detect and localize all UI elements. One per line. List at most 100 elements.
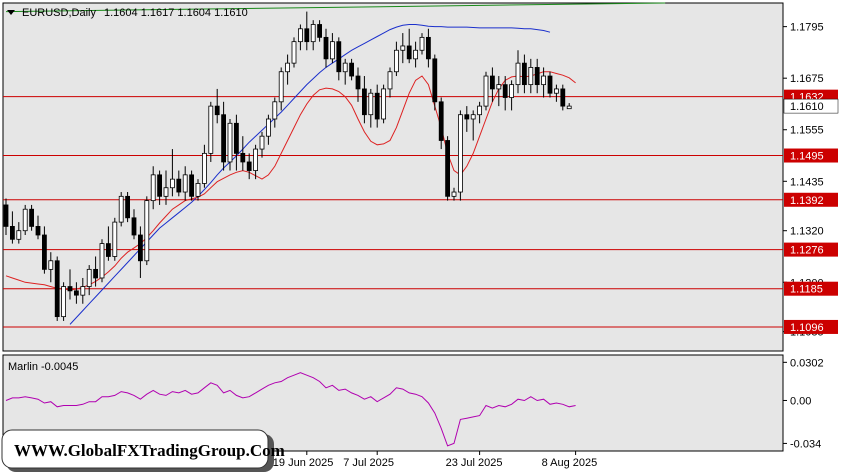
candle-72 — [464, 106, 470, 132]
symbol-menu-triangle-icon[interactable] — [7, 10, 15, 15]
candle-body — [61, 286, 66, 318]
candle-body — [29, 208, 35, 227]
candle-49 — [317, 20, 323, 42]
candle-body — [42, 234, 47, 270]
candle-21 — [137, 226, 143, 278]
candle-86 — [554, 84, 559, 102]
candle-61 — [393, 41, 399, 77]
candle-body — [336, 41, 342, 73]
candle-48 — [310, 20, 316, 51]
candle-88 — [566, 103, 572, 110]
candle-body — [208, 105, 214, 154]
candle-3 — [22, 204, 28, 235]
oscillator-label: Marlin -0.0045 — [8, 361, 78, 373]
candle-37 — [240, 136, 246, 171]
candle-52 — [336, 37, 342, 81]
oscillator-tick-label: 0.0302 — [790, 357, 824, 369]
time-tick-label: 23 Jul 2025 — [446, 457, 503, 469]
candle-28 — [182, 166, 188, 201]
candle-body — [67, 286, 73, 292]
candle-66 — [425, 28, 431, 68]
candle-74 — [477, 101, 483, 124]
candle-body — [368, 92, 374, 116]
candle-39 — [253, 144, 259, 180]
candle-body — [560, 88, 566, 107]
oscillator-axis: 0.0302 0.00 -0.034 — [783, 357, 824, 450]
candle-body — [189, 174, 195, 197]
candle-80 — [515, 50, 521, 94]
candle-body — [99, 243, 105, 279]
candle-body — [438, 101, 444, 141]
candle-68 — [438, 97, 444, 150]
marlin-oscillator-line — [5, 372, 576, 447]
candle-body — [349, 62, 355, 77]
candle-14 — [93, 256, 98, 287]
candle-body — [48, 260, 54, 270]
candle-58 — [374, 84, 380, 128]
candle-8 — [54, 256, 60, 321]
candle-71 — [457, 110, 463, 201]
candle-18 — [118, 192, 124, 227]
current-price-tag-label: 1.1610 — [790, 101, 824, 113]
candle-body — [246, 161, 252, 171]
candle-body — [278, 71, 284, 103]
candle-23 — [150, 166, 156, 210]
watermark-box — [1, 429, 269, 469]
candle-4 — [29, 204, 35, 231]
candle-32 — [208, 101, 214, 162]
candle-body — [9, 226, 15, 240]
level-tag-box — [784, 281, 838, 296]
candle-body — [80, 286, 86, 296]
candle-body — [554, 88, 559, 94]
level-tag-label: 1.1495 — [790, 151, 824, 163]
candle-77 — [496, 76, 502, 107]
candle-12 — [80, 277, 86, 304]
slow-moving-average-line — [69, 24, 551, 325]
candle-body — [125, 195, 130, 219]
candle-body — [541, 75, 546, 86]
candle-body — [118, 195, 124, 223]
candle-1 — [9, 211, 15, 244]
candle-69 — [445, 136, 451, 201]
candle-16 — [106, 226, 111, 261]
candle-50 — [323, 28, 329, 68]
candle-27 — [176, 170, 182, 197]
level-tag-box — [784, 192, 838, 207]
candle-body — [157, 174, 163, 197]
time-axis: 19 Jun 2025 7 Jul 2025 23 Jul 2025 8 Aug 20… — [273, 451, 597, 469]
candle-73 — [470, 110, 476, 141]
candle-46 — [297, 24, 303, 51]
candle-body — [163, 187, 169, 197]
candle-body — [176, 178, 182, 193]
candle-44 — [285, 54, 291, 85]
level-tag-box — [784, 242, 838, 257]
price-tick-label: 1.1795 — [790, 22, 824, 34]
candle-87 — [560, 84, 566, 111]
candle-body — [137, 234, 143, 262]
candle-body — [304, 28, 310, 43]
level-tag-box — [784, 148, 838, 163]
candle-35 — [227, 119, 233, 171]
ohlc-values-label: 1.1604 1.1617 1.1604 1.1610 — [104, 7, 248, 19]
candle-body — [54, 260, 60, 318]
candle-body — [400, 45, 406, 51]
candle-body — [323, 36, 329, 60]
candle-53 — [342, 58, 348, 85]
watermark-badge: WWW.GlobalFXTradingGroup.Com — [1, 429, 285, 472]
candle-body — [310, 24, 316, 43]
level-tag-label: 1.1276 — [790, 245, 824, 257]
price-axis: 1.17951.16751.15551.14351.13201.12001.10… — [783, 22, 839, 339]
candle-body — [150, 174, 156, 202]
candle-body — [233, 122, 239, 154]
candle-47 — [304, 11, 310, 51]
time-tick-label: 7 Jul 2025 — [343, 457, 394, 469]
candle-body — [272, 101, 278, 120]
candle-body — [240, 152, 246, 163]
candle-body — [457, 114, 463, 193]
candle-body — [297, 28, 303, 43]
candle-34 — [221, 101, 227, 171]
candle-40 — [259, 131, 265, 158]
candle-2 — [16, 222, 22, 244]
watermark-text: WWW.GlobalFXTradingGroup.Com — [14, 441, 285, 460]
candle-17 — [112, 217, 118, 261]
